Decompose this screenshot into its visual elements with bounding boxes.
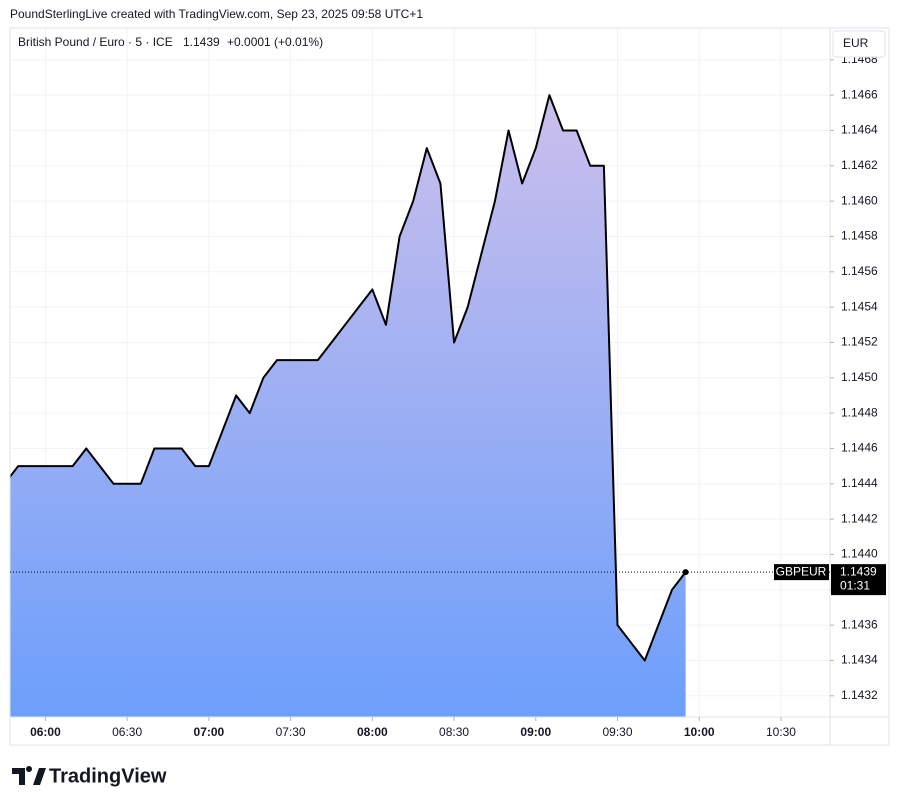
y-tick-label: 1.1462 xyxy=(841,158,878,172)
logo-text: TradingView xyxy=(49,765,167,787)
y-tick-label: 1.1436 xyxy=(841,617,878,631)
y-tick-label: 1.1432 xyxy=(841,688,878,702)
y-tick-label: 1.1458 xyxy=(841,229,878,243)
x-tick-label: 09:00 xyxy=(520,725,551,739)
logo: TradingView xyxy=(12,765,167,787)
y-tick-label: 1.1466 xyxy=(841,87,878,101)
x-tick-label: 07:30 xyxy=(276,725,306,739)
plot xyxy=(10,94,687,717)
frame xyxy=(9,27,890,746)
countdown: 01:31 xyxy=(840,578,870,592)
y-tick-label: 1.1452 xyxy=(841,335,878,349)
x-tick-label: 08:30 xyxy=(439,725,469,739)
logo-icon xyxy=(12,766,46,785)
currency-button[interactable] xyxy=(832,30,886,58)
x-tick-label: 08:00 xyxy=(357,725,388,739)
symbol-tag-label: GBPEUR xyxy=(776,564,827,578)
x-tick-label: 10:00 xyxy=(684,725,715,739)
y-tick-label: 1.1442 xyxy=(841,511,878,525)
y-tick-label: 1.1464 xyxy=(841,123,878,137)
y-tick-label: 1.1460 xyxy=(841,193,878,207)
area xyxy=(10,95,686,717)
y-tick-label: 1.1450 xyxy=(841,370,878,384)
y-tick-label: 1.1448 xyxy=(841,405,878,419)
x-tick-label: 09:30 xyxy=(602,725,632,739)
price-tag-label: 1.1439 xyxy=(840,564,877,578)
currency[interactable]: EUR xyxy=(843,36,869,50)
y-tick-label: 1.1440 xyxy=(841,547,878,561)
line xyxy=(10,94,687,662)
y-tick-label: 1.1434 xyxy=(841,653,878,667)
y-tick-label: 1.1454 xyxy=(841,299,878,313)
header: PoundSterlingLive created with TradingVi… xyxy=(10,7,423,21)
x-tick-label: 06:00 xyxy=(30,725,61,739)
legend-price: 1.1439 xyxy=(183,35,220,49)
price-tag xyxy=(831,564,886,596)
symbol-tag xyxy=(774,564,829,581)
y-tick-label: 1.1456 xyxy=(841,264,878,278)
y-tick-label: 1.1444 xyxy=(841,476,878,490)
legend-change: +0.0001 (+0.01%) xyxy=(227,35,323,49)
x-tick-label: 07:00 xyxy=(194,725,225,739)
x-tick-label: 06:30 xyxy=(112,725,142,739)
x-tick-label: 10:30 xyxy=(766,725,796,739)
legend-symbol: British Pound / Euro · 5 · ICE xyxy=(18,35,173,49)
y-tick-label: 1.1446 xyxy=(841,441,878,455)
